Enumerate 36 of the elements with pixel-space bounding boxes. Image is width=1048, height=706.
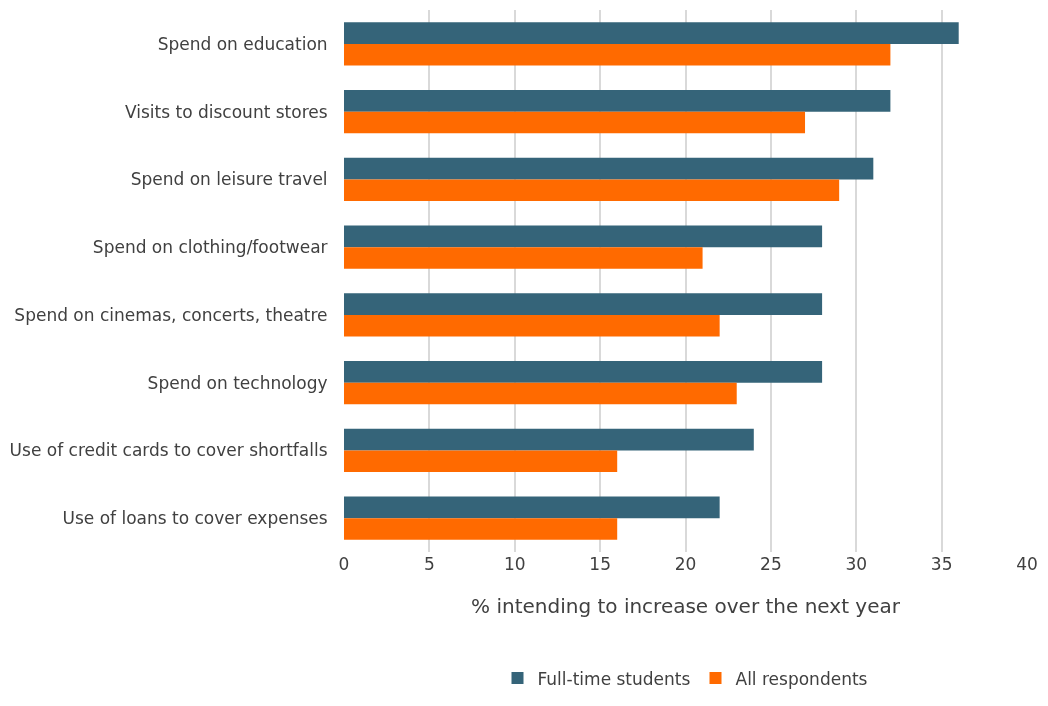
y-tick-label: Visits to discount stores xyxy=(125,101,328,122)
x-tick-label: 10 xyxy=(503,554,526,574)
bar xyxy=(344,360,823,383)
bar xyxy=(344,518,618,540)
bar xyxy=(344,225,823,248)
bar xyxy=(344,157,874,180)
x-tick-label: 20 xyxy=(674,554,697,574)
y-tick-label: Spend on technology xyxy=(147,372,328,393)
bar xyxy=(344,428,754,451)
bar xyxy=(344,450,618,473)
bar xyxy=(344,111,806,134)
x-tick-label: 30 xyxy=(845,554,868,574)
x-tick-label: 5 xyxy=(423,554,435,574)
x-tick-label: 35 xyxy=(930,554,953,574)
x-tick-label: 15 xyxy=(589,554,611,574)
bar xyxy=(344,43,891,66)
x-tick-label: 0 xyxy=(338,554,350,574)
y-tick-label: Spend on clothing/footwear xyxy=(92,237,328,258)
bar xyxy=(344,496,720,519)
y-tick-label: Spend on leisure travel xyxy=(130,169,328,190)
y-tick-label: Spend on education xyxy=(157,33,328,54)
legend-label: All respondents xyxy=(735,668,868,689)
x-axis-title: % intending to increase over the next year xyxy=(471,593,901,618)
x-tick-label: 40 xyxy=(1016,554,1038,574)
y-tick-label: Spend on cinemas, concerts, theatre xyxy=(14,304,328,325)
bar xyxy=(344,247,703,269)
bar xyxy=(344,22,959,44)
x-tick-label: 25 xyxy=(760,554,782,574)
bar xyxy=(344,179,840,202)
bar xyxy=(344,314,720,337)
bar xyxy=(344,382,737,405)
legend-label: Full-time students xyxy=(537,668,691,689)
y-tick-label: Use of credit cards to cover shortfalls xyxy=(9,440,328,461)
y-tick-label: Use of loans to cover expenses xyxy=(62,508,328,529)
bar xyxy=(344,293,823,315)
bar xyxy=(344,89,891,112)
